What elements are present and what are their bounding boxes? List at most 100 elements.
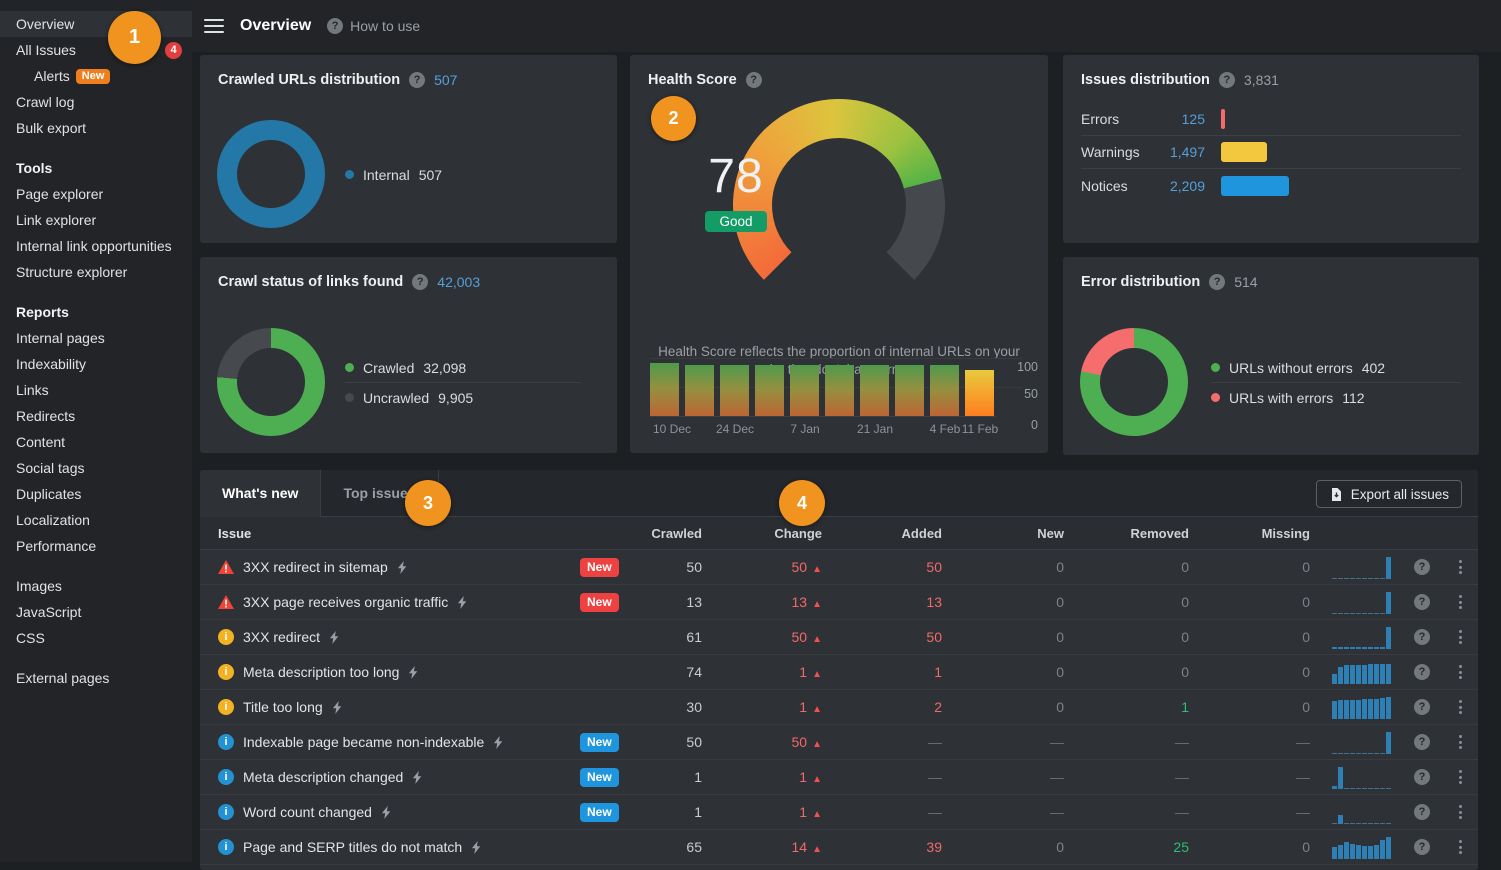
help-icon[interactable]: ? — [1414, 839, 1430, 855]
sidebar-item-crawl-log[interactable]: Crawl log — [0, 89, 192, 115]
sidebar-item-images[interactable]: Images — [0, 573, 192, 599]
issue-name[interactable]: Meta description changed — [243, 769, 404, 785]
sidebar-item-page-explorer[interactable]: Page explorer — [0, 181, 192, 207]
sidebar-section-header: Reports — [16, 304, 69, 320]
sidebar-item-label: All Issues — [16, 42, 76, 58]
row-menu-icon[interactable] — [1458, 630, 1462, 644]
row-menu-icon[interactable] — [1458, 665, 1462, 679]
issue-row[interactable]: i Meta description too long 74 1 ▲ 1 0 0 0? — [200, 655, 1478, 690]
severity-count-link[interactable]: 1,497 — [1169, 144, 1205, 160]
sidebar-item-alerts[interactable]: Alerts New — [0, 63, 192, 89]
new-value: 0 — [1056, 629, 1064, 645]
row-menu-icon[interactable] — [1458, 770, 1462, 784]
legend-label: Internal — [363, 166, 410, 183]
added-value: 39 — [926, 839, 942, 855]
sidebar-item-internal-link-opportunities[interactable]: Internal link opportunities — [0, 233, 192, 259]
sidebar-item-overview[interactable]: Overview — [0, 11, 192, 37]
row-menu-icon[interactable] — [1458, 595, 1462, 609]
column-missing: Missing — [1261, 525, 1310, 541]
help-icon[interactable]: ? — [1414, 769, 1430, 785]
help-icon[interactable]: ? — [745, 72, 762, 88]
sidebar-item-indexability[interactable]: Indexability — [0, 351, 192, 377]
sidebar-item-external-pages[interactable]: External pages — [0, 665, 192, 691]
sidebar-item-bulk-export[interactable]: Bulk export — [0, 115, 192, 141]
step-marker-3: 3 — [405, 480, 451, 526]
sidebar-item-performance[interactable]: Performance — [0, 533, 192, 559]
issue-row[interactable]: i Word count changed New 1 1 ▲ — — — —? — [200, 795, 1478, 830]
change-up-icon: ▲ — [812, 599, 822, 610]
issue-name[interactable]: Indexable page became non-indexable — [243, 734, 485, 750]
issue-row[interactable]: i Indexable page became non-indexable New 5… — [200, 725, 1478, 760]
warning-info-icon: i — [218, 629, 234, 645]
issue-row[interactable]: i Title too long 30 1 ▲ 2 0 1 0? — [200, 690, 1478, 725]
topbar: Overview ? How to use — [192, 0, 1501, 52]
issue-name[interactable]: 3XX redirect — [243, 629, 321, 645]
issue-name[interactable]: 3XX page receives organic traffic — [243, 594, 449, 610]
sidebar-item-link-explorer[interactable]: Link explorer — [0, 207, 192, 233]
help-icon[interactable]: ? — [409, 72, 426, 88]
sidebar-item-localization[interactable]: Localization — [0, 507, 192, 533]
issue-row[interactable]: i 3XX redirect 61 50 ▲ 50 0 0 0? — [200, 620, 1478, 655]
crawled-urls-total[interactable]: 507 — [434, 72, 458, 88]
sidebar-item-all-issues[interactable]: All Issues 4 — [0, 37, 192, 63]
new-value: — — [1050, 804, 1064, 820]
sidebar-item-css[interactable]: CSS — [0, 625, 192, 651]
help-icon[interactable]: ? — [1209, 274, 1226, 290]
sidebar-section-header: Tools — [16, 160, 53, 176]
issue-row[interactable]: 3XX page receives organic traffic New 13 13… — [200, 585, 1478, 620]
lightning-bolt-icon — [332, 700, 343, 714]
sidebar: Overview All Issues 4 Alerts New Crawl log Bul… — [0, 0, 192, 862]
issue-name[interactable]: Word count changed — [243, 804, 372, 820]
change-value: 1 — [799, 804, 808, 820]
crawl-status-total[interactable]: 42,003 — [437, 274, 481, 290]
issue-row[interactable]: 3XX redirect in sitemap New 50 50 ▲ 50 0 0 0? — [200, 550, 1478, 585]
missing-value: — — [1296, 769, 1310, 785]
help-icon[interactable]: ? — [412, 274, 429, 290]
help-icon[interactable]: ? — [1414, 804, 1430, 820]
help-icon[interactable]: ? — [1414, 559, 1430, 575]
notice-info-icon: i — [218, 734, 234, 750]
removed-value: 0 — [1181, 629, 1189, 645]
issue-row[interactable]: i Meta description changed New 1 1 ▲ — — — —? — [200, 760, 1478, 795]
sidebar-item-javascript[interactable]: JavaScript — [0, 599, 192, 625]
issue-name[interactable]: Title too long — [243, 699, 323, 715]
issue-name[interactable]: 3XX redirect in sitemap — [243, 559, 388, 575]
sidebar-item-content[interactable]: Content — [0, 429, 192, 455]
severity-count-link[interactable]: 125 — [1181, 111, 1205, 127]
tab-whats-new[interactable]: What's new — [200, 470, 322, 517]
issues-distribution-card: Issues distribution ? 3,831 Errors 125 War… — [1063, 55, 1479, 243]
sidebar-item-label: Overview — [16, 16, 75, 32]
help-icon[interactable]: ? — [1218, 72, 1235, 88]
sidebar-item-social-tags[interactable]: Social tags — [0, 455, 192, 481]
how-to-use-link[interactable]: ? How to use — [327, 18, 420, 34]
sidebar-item-duplicates[interactable]: Duplicates — [0, 481, 192, 507]
row-menu-icon[interactable] — [1458, 700, 1462, 714]
row-menu-icon[interactable] — [1458, 560, 1462, 574]
step-marker-2: 2 — [651, 96, 696, 141]
help-icon[interactable]: ? — [1414, 629, 1430, 645]
new-issue-badge: New — [580, 802, 619, 822]
sidebar-item-internal-pages[interactable]: Internal pages — [0, 325, 192, 351]
error-triangle-icon — [218, 559, 234, 575]
sidebar-item-links[interactable]: Links — [0, 377, 192, 403]
row-menu-icon[interactable] — [1458, 805, 1462, 819]
severity-count-link[interactable]: 2,209 — [1169, 177, 1205, 194]
help-icon[interactable]: ? — [1414, 594, 1430, 610]
row-menu-icon[interactable] — [1458, 840, 1462, 854]
help-icon[interactable]: ? — [1414, 664, 1430, 680]
health-score-trend-chart: 100 50 0 10 Dec 24 Dec 7 Jan 21 Jan 4 Fe… — [650, 358, 1038, 436]
sidebar-item-structure-explorer[interactable]: Structure explorer — [0, 259, 192, 285]
hamburger-menu-icon[interactable] — [204, 19, 224, 33]
x-axis-label: 21 Jan — [856, 422, 894, 436]
row-menu-icon[interactable] — [1458, 735, 1462, 749]
issue-name[interactable]: Meta description too long — [243, 664, 400, 680]
sidebar-item-redirects[interactable]: Redirects — [0, 403, 192, 429]
issue-name[interactable]: Page and SERP titles do not match — [243, 839, 463, 855]
new-value: — — [1050, 769, 1064, 785]
export-all-issues-button[interactable]: Export all issues — [1315, 480, 1462, 508]
health-score-rating-badge: Good — [705, 211, 767, 232]
issue-row[interactable]: i Page and SERP titles do not match 65 14 ▲ 3… — [200, 830, 1478, 865]
help-icon[interactable]: ? — [1414, 699, 1430, 715]
legend-value: 112 — [1342, 389, 1365, 406]
help-icon[interactable]: ? — [1414, 734, 1430, 750]
